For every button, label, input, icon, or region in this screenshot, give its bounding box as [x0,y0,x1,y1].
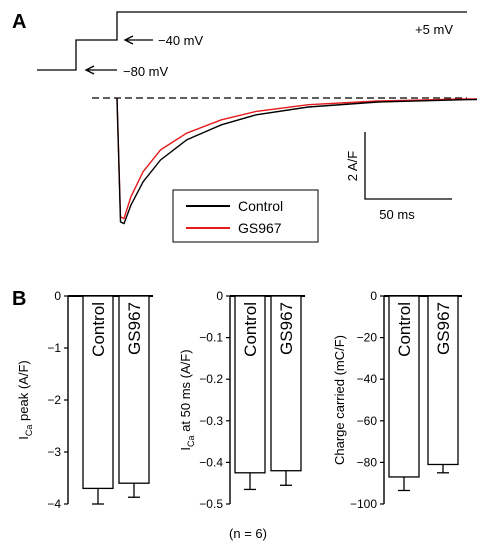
y-tick-label: 0 [370,289,377,303]
y-tick-label: −1 [47,341,61,355]
bar-label-gs967: GS967 [125,302,144,355]
y-tick-label: −60 [357,414,378,428]
arrow-minus80 [84,65,117,75]
y-tick-label: −100 [350,497,377,511]
bar-label-control: Control [89,302,108,357]
y-tick-label: −20 [357,331,378,345]
y-tick-label: −2 [47,393,61,407]
y-tick-label: −80 [357,455,378,469]
bar-gs967 [270,295,302,472]
y-tick-label: −0.3 [199,414,223,428]
legend-box [172,189,319,243]
protocol-label-plus5: +5 mV [415,22,453,37]
y-tick-label: 0 [54,289,61,303]
panel-b-label: B [12,288,26,310]
legend-label-gs967: GS967 [238,220,282,236]
panel-a-label: A [12,11,26,33]
y-tick-label: 0 [216,289,223,303]
bar-charts: 0 −1 −2 −3 −4 Control GS967 ICa peak (A/F) 0 −0.1… [16,289,462,511]
bar-chart-1: 0 −1 −2 −3 −4 Control GS967 ICa peak (A/F) [16,289,153,511]
bar-gs967 [118,295,150,484]
scale-bar-y-label: 2 A/F [345,151,360,181]
arrow-minus40 [123,35,153,45]
y-tick-label: −0.2 [199,372,223,386]
bar-chart-2: 0 −0.1 −0.2 −0.3 −0.4 −0.5 Control GS967 ICa at … [178,289,305,511]
bar-label-gs967: GS967 [434,302,453,355]
scale-bar-lines [364,132,452,200]
y-tick-label: −0.1 [199,331,223,345]
y-tick-label: −3 [47,445,61,459]
protocol-label-minus80: −80 mV [123,64,168,79]
y-tick-label: −4 [47,497,61,511]
trace-control [116,97,477,225]
y-axis-title: ICa at 50 ms (A/F) [178,349,196,450]
y-tick-label: −0.4 [199,455,223,469]
bar-chart-3: 0 −20 −40 −60 −80 −100 Control GS967 Charge carr… [332,289,462,511]
protocol-label-minus40: −40 mV [158,33,203,48]
legend: Control GS967 [172,189,319,243]
bar-gs967 [427,295,459,466]
bar-label-control: Control [395,302,414,357]
bar-label-gs967: GS967 [277,302,296,355]
scale-bar: 2 A/F 50 ms [345,132,452,222]
bar-label-control: Control [241,302,260,357]
trace-gs967 [116,97,477,220]
voltage-protocol: +5 mV −40 mV −80 mV [37,11,467,79]
scale-bar-x-label: 50 ms [379,207,415,222]
y-axis-title: Charge carried (mC/F) [332,335,347,465]
sample-size-note: (n = 6) [229,526,267,541]
current-traces [116,97,477,225]
y-tick-label: −0.5 [199,497,223,511]
y-tick-label: −40 [357,372,378,386]
protocol-step-line [37,11,467,71]
bar-control [388,295,420,478]
y-axis-title: ICa peak (A/F) [16,360,34,439]
legend-label-control: Control [238,198,283,214]
